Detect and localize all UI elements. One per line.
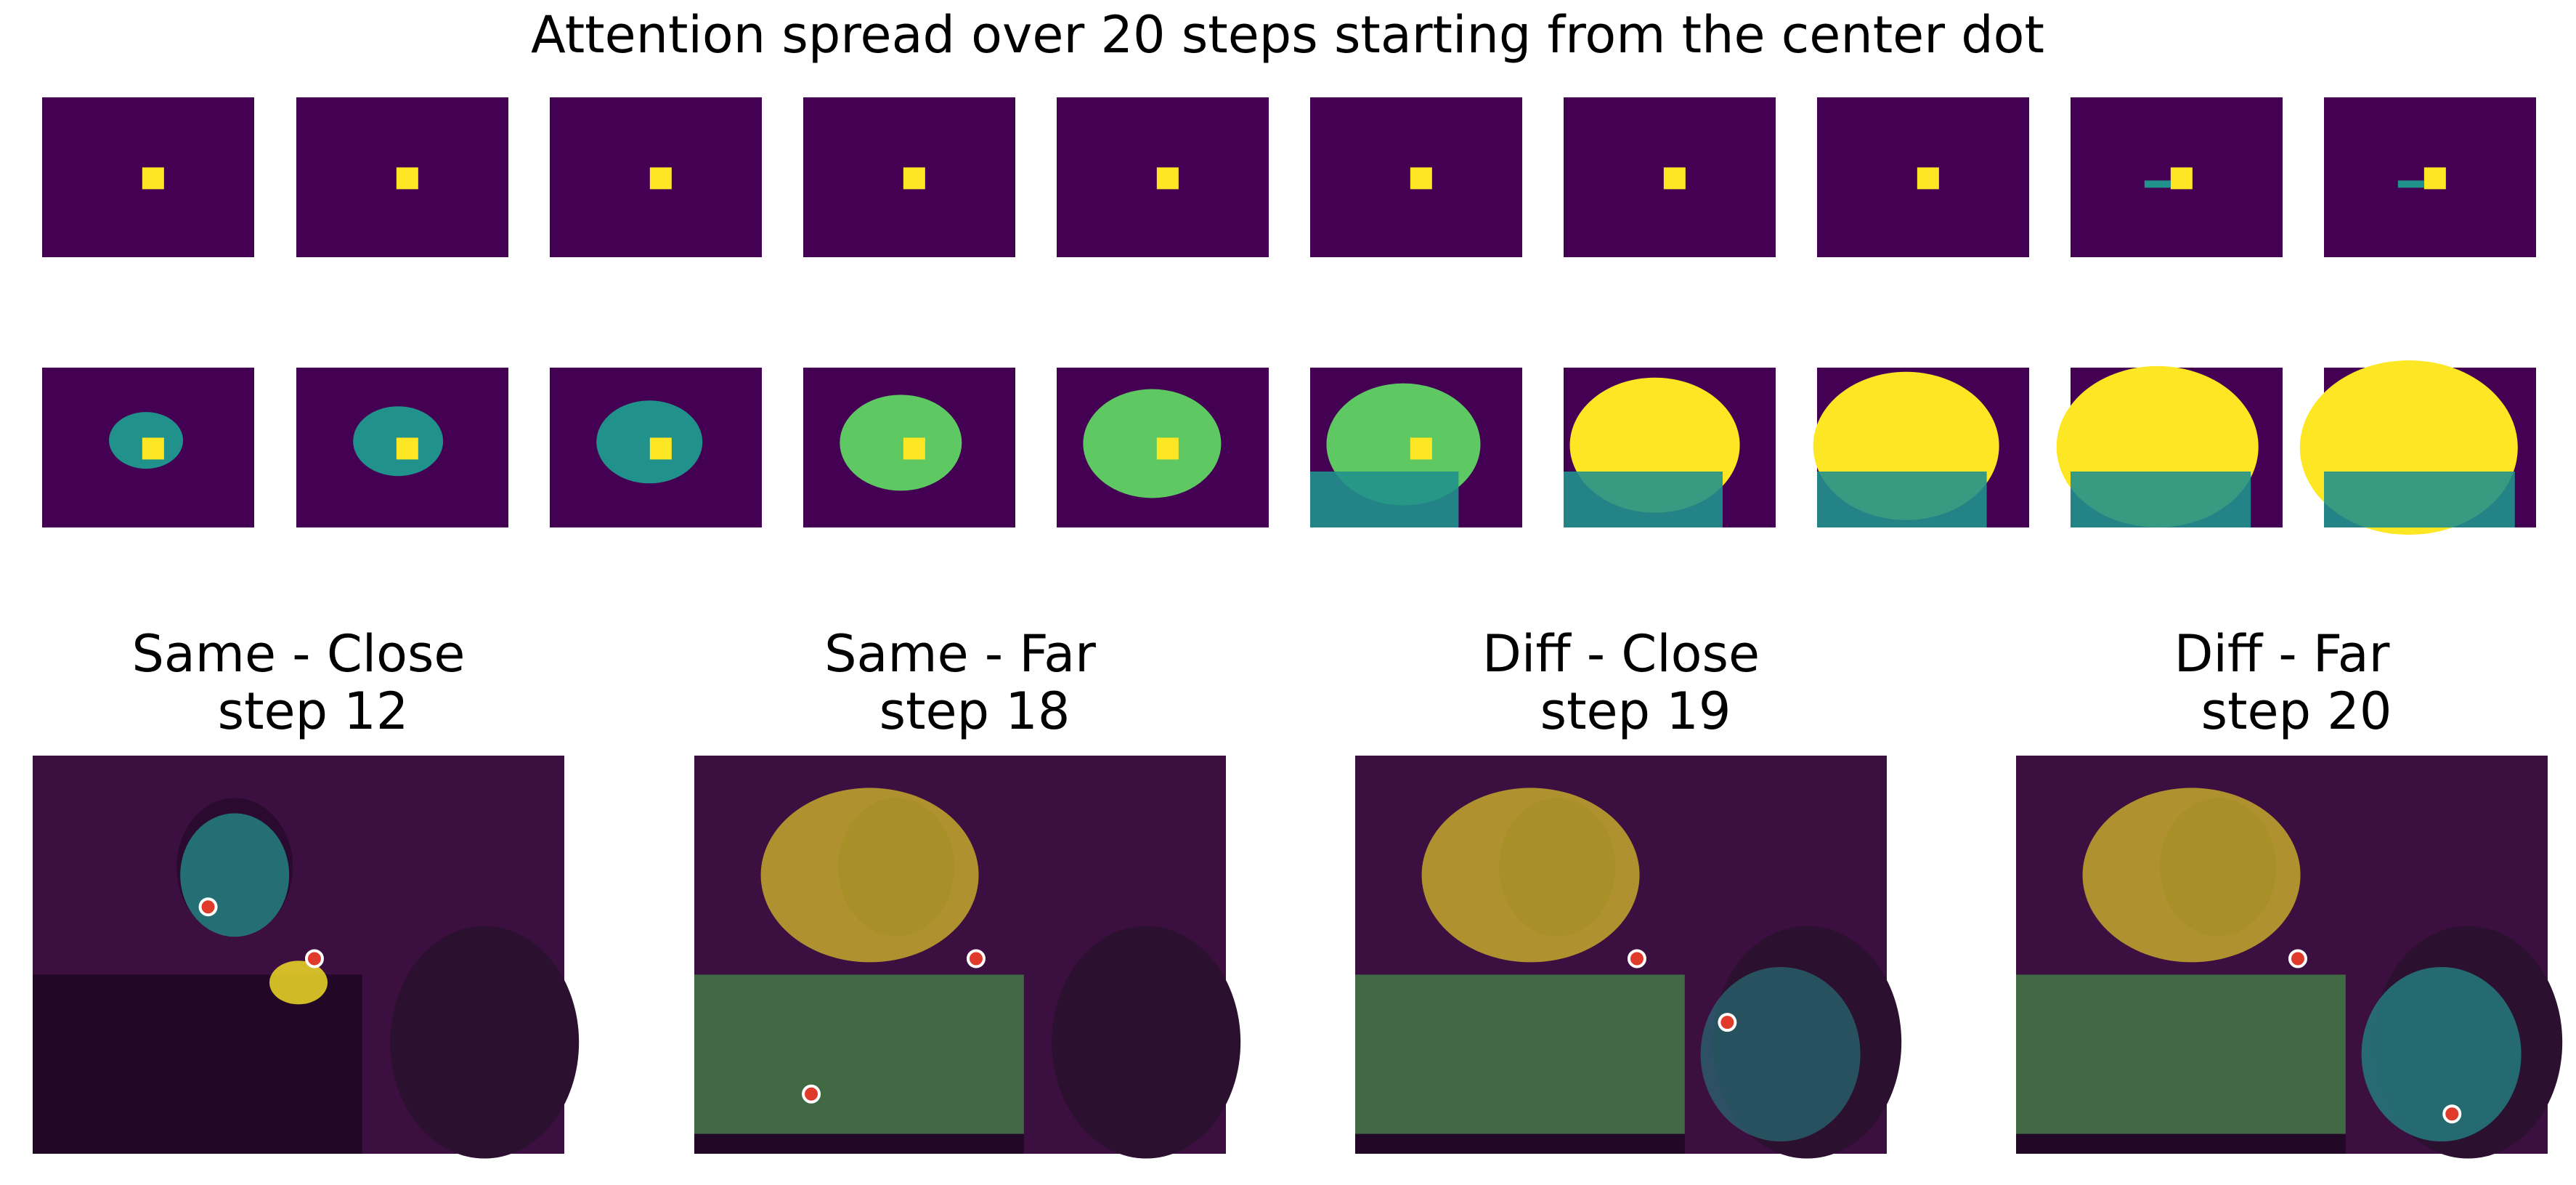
panel-title: Same - Close xyxy=(131,624,465,684)
attention-blob xyxy=(2071,472,2251,527)
attention-seed xyxy=(1917,437,1939,460)
attention-blob xyxy=(1310,472,1459,527)
attention-overlay xyxy=(2016,974,2346,1134)
attention-blob xyxy=(1663,167,1686,190)
person-head-shape xyxy=(390,926,580,1159)
attention-seed xyxy=(1410,437,1432,460)
attention-map-step-13 xyxy=(550,368,762,527)
query-dot xyxy=(1627,949,1646,968)
query-dot xyxy=(198,897,218,917)
attention-blob xyxy=(1564,472,1723,527)
attention-map-step-12 xyxy=(296,368,508,527)
attention-seed xyxy=(2170,437,2193,460)
attention-map-step-15 xyxy=(1057,368,1269,527)
attention-overlay xyxy=(2082,788,2301,963)
attention-blob xyxy=(840,395,962,491)
attention-blob xyxy=(903,167,925,190)
attention-blob xyxy=(1083,389,1222,498)
figure-title: Attention spread over 20 steps starting … xyxy=(531,5,2044,65)
attention-blob xyxy=(396,167,418,190)
query-dot xyxy=(304,949,324,968)
attention-blob xyxy=(1817,472,1987,527)
attention-blob xyxy=(1917,167,1939,190)
attention-blob xyxy=(1156,167,1179,190)
query-dot xyxy=(802,1084,821,1104)
attention-overlay xyxy=(1421,788,1640,963)
attention-blob xyxy=(649,167,672,190)
attention-map-step-18 xyxy=(1813,368,2029,527)
attention-map-step-16 xyxy=(1310,368,1522,527)
attention-blob xyxy=(2397,180,2424,188)
attention-seed xyxy=(396,437,418,460)
attention-seed xyxy=(903,437,925,460)
attention-blob xyxy=(2170,167,2193,190)
attention-blob xyxy=(142,167,164,190)
attention-blob xyxy=(596,400,703,484)
attention-map-step-20 xyxy=(2299,360,2536,535)
attention-blob xyxy=(1410,167,1432,190)
attention-map-step-10 xyxy=(2324,97,2536,257)
attention-blob xyxy=(2324,472,2515,527)
attention-overlay xyxy=(269,960,328,1005)
attention-blob xyxy=(2144,180,2171,188)
query-dot xyxy=(2288,949,2307,968)
attention-map-step-2 xyxy=(296,97,508,257)
attention-overlay xyxy=(180,813,290,937)
attention-map-step-3 xyxy=(550,97,762,257)
attention-map-step-8 xyxy=(1817,97,2029,257)
person-body-shape xyxy=(33,974,362,1154)
attention-seed xyxy=(2423,437,2446,460)
attention-overlay xyxy=(1355,974,1685,1134)
attention-map-step-11 xyxy=(42,368,254,527)
attention-seed xyxy=(649,437,672,460)
person-head-shape xyxy=(1052,926,1241,1159)
attention-map-step-4 xyxy=(803,97,1015,257)
attention-map-step-9 xyxy=(2071,97,2283,257)
panel-title: Diff - Close xyxy=(1482,624,1760,684)
attention-map-step-5 xyxy=(1057,97,1269,257)
attention-map-step-17 xyxy=(1564,368,1776,527)
attention-map-step-19 xyxy=(2056,365,2283,527)
attention-seed xyxy=(1156,437,1179,460)
attention-overlay xyxy=(2361,967,2522,1141)
attention-map-step-7 xyxy=(1564,97,1776,257)
attention-seed xyxy=(142,437,164,460)
attention-overlay xyxy=(760,788,979,963)
attention-blob xyxy=(2423,167,2446,190)
panel-step-label: step 19 xyxy=(1540,682,1731,741)
attention-overlay xyxy=(694,974,1024,1134)
query-dot xyxy=(2442,1104,2462,1124)
panel-step-label: step 20 xyxy=(2201,682,2392,741)
query-dot xyxy=(1718,1013,1737,1032)
panel-step-label: step 18 xyxy=(879,682,1070,741)
panel-title: Same - Far xyxy=(824,624,1096,684)
attention-seed xyxy=(1663,437,1686,460)
attention-map-step-1 xyxy=(42,97,254,257)
panel-title: Diff - Far xyxy=(2174,624,2390,684)
attention-map-step-6 xyxy=(1310,97,1522,257)
query-dot xyxy=(966,949,986,968)
attention-map-step-14 xyxy=(803,368,1015,527)
attention-step-grid xyxy=(42,97,2536,535)
attention-overlay xyxy=(1700,967,1861,1141)
panel-step-label: step 12 xyxy=(218,682,409,741)
